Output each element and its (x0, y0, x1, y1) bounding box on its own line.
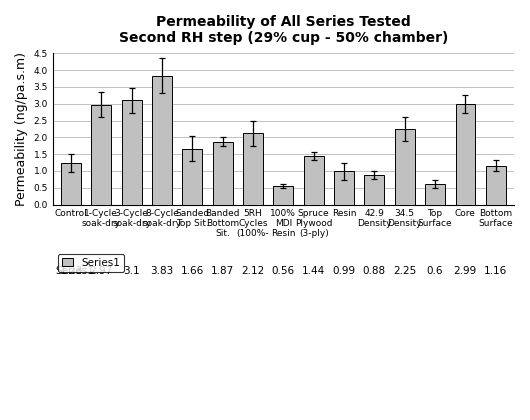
Bar (273, 186, 293, 205)
Bar (486, 165, 506, 205)
Legend: Series1: Series1 (58, 254, 124, 272)
Text: 3.83: 3.83 (151, 266, 174, 276)
Bar (395, 129, 414, 205)
Text: 0.99: 0.99 (332, 266, 356, 276)
Bar (122, 100, 142, 205)
Y-axis label: Permeability (ng/pa.s.m): Permeability (ng/pa.s.m) (15, 52, 28, 206)
Bar (182, 149, 202, 205)
Bar (425, 184, 445, 205)
Text: 0.56: 0.56 (272, 266, 295, 276)
Bar (365, 175, 384, 205)
Text: 1.66: 1.66 (181, 266, 204, 276)
Text: 1.44: 1.44 (302, 266, 325, 276)
Text: 2.99: 2.99 (454, 266, 477, 276)
Text: 2.97: 2.97 (90, 266, 113, 276)
Text: 2.25: 2.25 (393, 266, 417, 276)
Title: Permeability of All Series Tested
Second RH step (29% cup - 50% chamber): Permeability of All Series Tested Second… (119, 15, 448, 45)
Text: 1.16: 1.16 (484, 266, 507, 276)
Bar (61, 163, 81, 205)
Text: 0.6: 0.6 (427, 266, 443, 276)
Text: 3.1: 3.1 (123, 266, 140, 276)
Text: 1.23: 1.23 (59, 266, 83, 276)
Bar (213, 142, 233, 205)
Bar (455, 104, 475, 205)
Bar (152, 76, 172, 205)
Text: 0.88: 0.88 (363, 266, 386, 276)
Bar (334, 171, 354, 205)
Bar (243, 133, 263, 205)
Bar (92, 105, 111, 205)
Text: 2.12: 2.12 (241, 266, 264, 276)
Text: 1.87: 1.87 (211, 266, 234, 276)
Text: Series1: Series1 (56, 266, 95, 276)
Bar (304, 156, 323, 205)
